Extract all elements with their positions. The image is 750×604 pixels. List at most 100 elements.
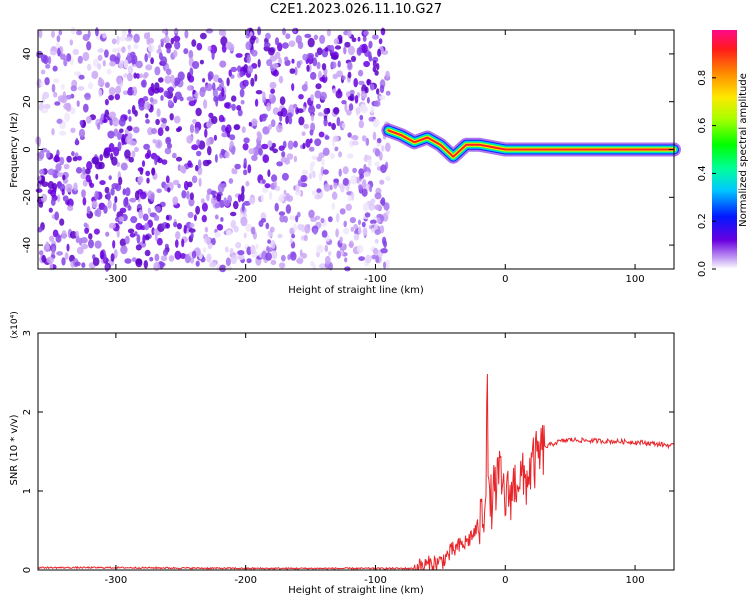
spectral-noise-point: [329, 152, 335, 160]
spectral-noise-point: [134, 190, 140, 201]
spectral-noise-point: [78, 74, 85, 80]
spectral-noise-point: [336, 116, 341, 127]
colorbar-tick-label: 0.0: [697, 261, 708, 277]
spectral-noise-point: [303, 106, 306, 112]
spectral-noise-point: [380, 164, 387, 174]
spectral-noise-point: [145, 119, 150, 124]
spectral-noise-point: [349, 139, 354, 148]
spectral-noise-point: [77, 86, 85, 91]
spectral-noise-point: [299, 189, 304, 197]
spectral-noise-point: [69, 231, 77, 239]
spectral-noise-point: [79, 119, 84, 126]
spectral-noise-point: [218, 29, 224, 36]
spectral-noise-point: [103, 113, 107, 124]
spectral-noise-point: [354, 229, 359, 235]
spectral-noise-point: [146, 177, 150, 184]
spectral-noise-point: [56, 42, 60, 50]
spectral-noise-point: [358, 256, 365, 261]
spectral-noise-point: [127, 109, 131, 115]
spectral-noise-point: [140, 191, 147, 200]
spectral-noise-point: [370, 106, 375, 114]
spectral-noise-point: [271, 174, 278, 183]
spectral-noise-point: [340, 184, 345, 193]
spectrogram-y-tick-label: -40: [22, 237, 33, 253]
spectral-noise-point: [319, 263, 327, 269]
spectral-noise-point: [240, 99, 245, 105]
spectral-noise-point: [333, 38, 340, 45]
spectral-noise-point: [112, 240, 116, 249]
spectral-noise-point: [348, 240, 354, 249]
spectral-noise-point: [374, 148, 381, 157]
spectral-noise-point: [324, 255, 331, 265]
colorbar-tick-label: 0.2: [697, 213, 708, 229]
spectral-noise-point: [143, 101, 151, 110]
spectral-noise-point: [290, 251, 297, 261]
spectral-noise-point: [88, 239, 94, 249]
spectral-noise-point: [328, 262, 334, 271]
spectral-noise-point: [134, 110, 138, 117]
spectral-noise-point: [54, 211, 60, 221]
snr-y-tick-label: 1: [22, 488, 33, 494]
spectral-noise-point: [350, 175, 358, 185]
spectral-noise-point: [43, 103, 51, 110]
spectral-noise-point: [60, 95, 68, 104]
colorbar-ticks: 0.0 0.2 0.4 0.6 0.8: [697, 70, 716, 277]
spectral-noise-point: [322, 147, 330, 156]
spectral-noise-point: [313, 34, 319, 40]
spectral-noise-point: [247, 65, 254, 74]
spectral-noise-point: [38, 150, 45, 160]
spectral-noise-point: [369, 219, 377, 225]
spectral-noise-point: [385, 209, 390, 216]
spectral-noise-point: [308, 172, 313, 180]
spectral-noise-point: [106, 191, 111, 201]
spectral-noise-point: [80, 237, 88, 244]
spectral-noise-point: [160, 95, 164, 101]
spectral-noise-point: [251, 63, 258, 69]
spectral-noise-point: [147, 44, 155, 53]
spectral-noise-point: [114, 196, 118, 203]
spectral-noise-point: [189, 124, 195, 134]
spectral-noise-point: [208, 112, 214, 119]
spectral-noise-point: [342, 166, 349, 175]
spectral-noise-point: [267, 169, 271, 177]
spectral-noise-point: [201, 202, 208, 212]
spectral-noise-point: [103, 205, 108, 214]
spectral-noise-point: [166, 47, 171, 54]
spectral-noise-point: [248, 148, 255, 155]
spectral-noise-point: [166, 68, 172, 76]
spectral-noise-point: [94, 209, 99, 217]
spectral-noise-point: [66, 53, 72, 62]
spectral-noise-point: [214, 231, 221, 238]
spectral-noise-point: [49, 50, 57, 56]
spectral-noise-point: [61, 230, 67, 240]
spectral-noise-point: [70, 57, 74, 66]
spectral-noise-point: [142, 234, 146, 244]
spectral-noise-point: [343, 46, 347, 55]
spectral-noise-point: [62, 174, 66, 181]
spectrogram-y-tick-label: 0: [22, 146, 33, 152]
spectral-noise-point: [112, 117, 119, 127]
spectral-noise-point: [187, 181, 193, 188]
spectral-noise-point: [217, 96, 225, 102]
spectral-noise-point: [116, 161, 121, 167]
spectral-noise-point: [44, 77, 50, 86]
spectral-noise-point: [270, 88, 275, 94]
spectral-noise-point: [160, 255, 168, 262]
spectral-noise-point: [347, 45, 355, 56]
spectral-noise-point: [258, 147, 263, 156]
spectral-noise-point: [204, 226, 209, 233]
spectral-noise-point: [329, 184, 333, 191]
spectral-noise-point: [154, 205, 161, 213]
spectral-noise-point: [338, 37, 343, 43]
spectral-noise-point: [219, 264, 227, 273]
spectral-noise-point: [174, 250, 182, 260]
spectral-noise-point: [57, 182, 61, 190]
spectral-noise-point: [235, 241, 242, 249]
spectral-noise-point: [246, 258, 252, 264]
spectral-noise-point: [66, 155, 72, 163]
spectral-noise-point: [332, 88, 337, 94]
spectral-noise-point: [47, 181, 55, 189]
spectral-noise-point: [47, 168, 55, 176]
spectral-noise-point: [191, 250, 197, 259]
spectral-noise-point: [341, 122, 346, 129]
